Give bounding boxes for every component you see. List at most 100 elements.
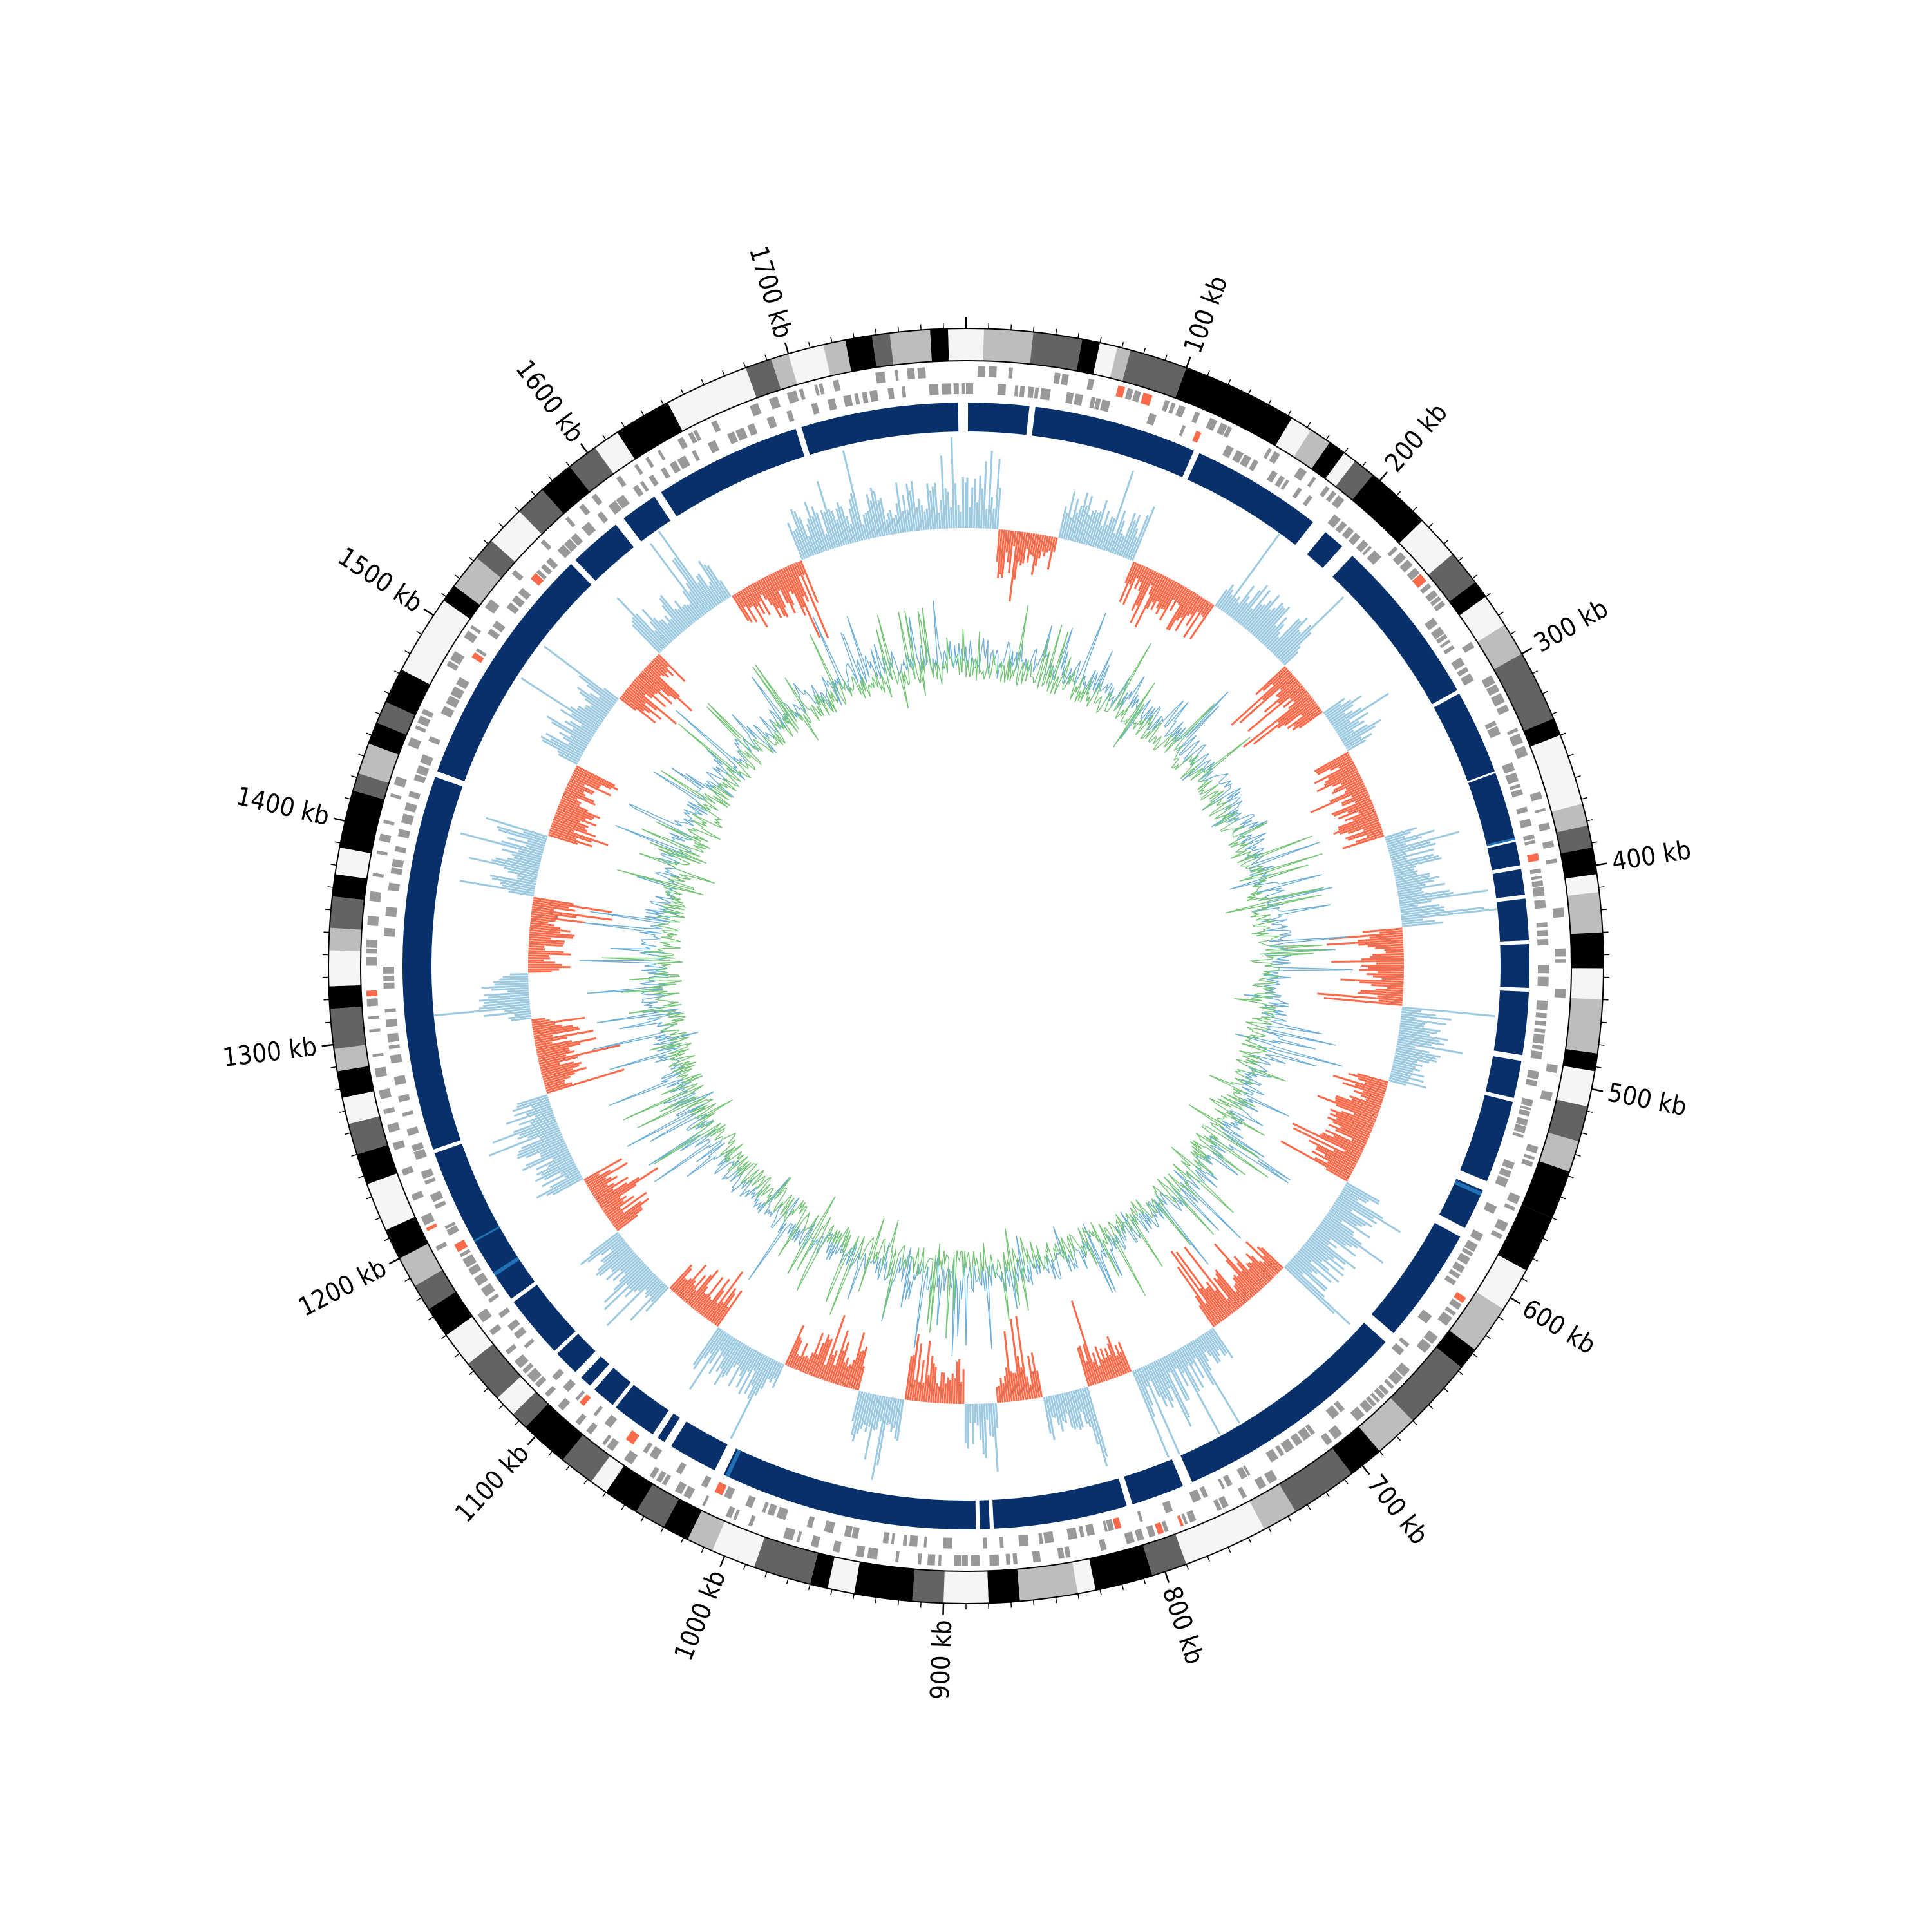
ideogram-band	[329, 896, 365, 930]
gc-skew-pos-bar	[931, 486, 937, 529]
gc-skew-neg-bar	[1325, 1129, 1365, 1149]
ideogram-band	[828, 1557, 860, 1594]
gc-skew-pos-bar	[1255, 605, 1284, 638]
gc-skew-neg-bar	[1330, 1108, 1374, 1128]
gene-feature	[1484, 721, 1497, 730]
gc-skew-pos-bar	[989, 497, 994, 529]
gc-skew-pos-bar	[940, 499, 943, 529]
gene-feature	[1146, 1525, 1156, 1538]
gene-feature	[608, 500, 622, 515]
synteny-block	[1492, 869, 1525, 898]
gc-skew-neg-bar	[677, 1264, 707, 1298]
gene-feature	[1391, 1343, 1405, 1356]
gene-feature	[369, 1028, 381, 1033]
gc-skew-pos-bar	[1251, 607, 1276, 636]
gc-skew-pos-bar	[1194, 1339, 1209, 1362]
gc-skew-neg-bar	[1359, 981, 1404, 985]
gc-skew-neg-bar	[1139, 567, 1148, 583]
gene-feature	[1370, 1392, 1380, 1403]
gc-skew-pos-bar	[1401, 920, 1435, 925]
gc-skew-neg-bar	[762, 578, 779, 609]
gene-feature	[1452, 1261, 1465, 1273]
gc-skew-pos-bar	[632, 624, 661, 654]
gc-skew-neg-bar	[737, 591, 758, 623]
gene-feature	[707, 440, 720, 453]
gene-feature	[649, 1446, 663, 1460]
gene-feature	[961, 383, 965, 395]
gene-feature	[891, 1533, 895, 1544]
minor-tick	[764, 1571, 768, 1578]
gc-skew-neg-bar	[1328, 764, 1356, 780]
gc-skew-pos-bar	[517, 1122, 558, 1140]
gc-skew-pos-bar	[917, 498, 923, 531]
gc-skew-neg-bar	[1332, 1074, 1386, 1093]
gc-skew-neg-bar	[571, 773, 600, 789]
gc-content-line	[601, 605, 1327, 1339]
gc-skew-neg-bar	[753, 582, 762, 596]
gc-skew-pos-bar	[1394, 873, 1417, 879]
gc-skew-neg-bar	[1340, 978, 1404, 983]
gc-skew-pos-bar	[1178, 1348, 1189, 1367]
gc-skew-neg-bar	[546, 1068, 625, 1094]
gene-feature	[1356, 540, 1369, 553]
gc-skew-pos-bar	[1170, 1352, 1189, 1387]
ideogram-band	[1017, 1562, 1078, 1602]
gc-skew-neg-bar	[1136, 565, 1144, 580]
gc-skew-neg-bar	[553, 816, 585, 829]
gc-skew-neg-bar	[1070, 1300, 1099, 1384]
gc-skew-neg-bar	[531, 905, 554, 911]
gene-feature	[393, 776, 407, 788]
gene-feature	[1520, 1097, 1533, 1107]
gc-skew-neg-bar	[1277, 699, 1315, 729]
gc-skew-pos-bar	[1092, 500, 1108, 547]
gene-feature	[1542, 840, 1555, 849]
gc-skew-pos-bar	[649, 621, 671, 644]
gene-feature	[1012, 1553, 1018, 1565]
gc-skew-pos-bar	[486, 817, 548, 838]
gc-skew-pos-bar	[484, 1010, 531, 1018]
gene-feature	[1555, 948, 1566, 957]
gc-skew-pos-bar	[1142, 1366, 1151, 1381]
minor-tick	[743, 362, 746, 368]
gene-feature	[1367, 550, 1381, 565]
gc-skew-neg-bar	[932, 1367, 937, 1403]
gc-skew-pos-bar	[706, 565, 730, 599]
minor-tick	[852, 332, 855, 339]
gc-skew-pos-bar	[1144, 1365, 1161, 1397]
ideogram-band	[339, 790, 384, 854]
gc-skew-neg-bar	[1355, 832, 1384, 843]
gene-feature	[701, 1475, 712, 1488]
gc-skew-pos-bar	[1264, 623, 1285, 647]
gc-skew-neg-bar	[554, 814, 589, 828]
tick-label: 1200 kb	[294, 1253, 391, 1323]
gc-skew-neg-bar	[1104, 1347, 1117, 1378]
gene-feature	[855, 1545, 866, 1558]
gc-skew-neg-bar	[797, 1356, 806, 1371]
tick-label: 700 kb	[1361, 1470, 1434, 1551]
minor-tick	[325, 1021, 331, 1023]
gc-skew-pos-bar	[1387, 836, 1422, 848]
gc-skew-neg-bar	[1227, 1298, 1238, 1311]
minor-tick	[330, 1066, 337, 1068]
gc-skew-neg-bar	[1245, 1262, 1267, 1285]
gc-skew-pos-bar	[1346, 1182, 1380, 1203]
gc-skew-pos-bar	[572, 728, 592, 741]
gc-skew-neg-bar	[611, 1200, 642, 1224]
gene-feature	[1506, 728, 1519, 735]
gc-skew-neg-bar	[1155, 579, 1173, 609]
gc-skew-pos-bar	[527, 840, 545, 847]
gc-skew-pos-bar	[585, 704, 605, 719]
gc-skew-neg-bar	[1342, 834, 1385, 849]
gene-feature	[1038, 1533, 1043, 1544]
gc-skew-pos-bar	[564, 720, 593, 739]
minor-tick	[358, 1175, 365, 1179]
gc-skew-neg-bar	[1325, 1168, 1349, 1182]
minor-tick	[786, 1578, 789, 1584]
tick-label: 1100 kb	[450, 1439, 535, 1528]
synteny-block	[402, 777, 463, 1150]
gene-feature	[1074, 393, 1084, 406]
gc-skew-neg-bar	[652, 658, 668, 674]
gc-skew-neg-bar	[1351, 1098, 1381, 1110]
gc-skew-pos-bar	[1074, 1389, 1083, 1413]
gene-feature	[677, 455, 690, 469]
